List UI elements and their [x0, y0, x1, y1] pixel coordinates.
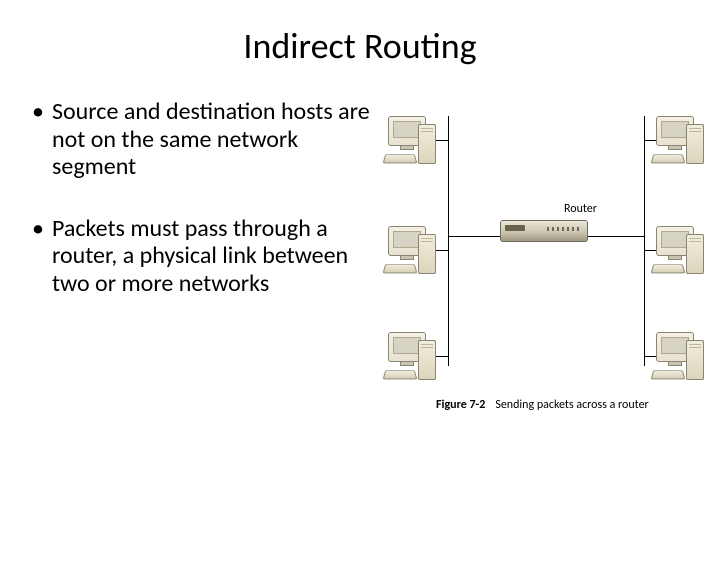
figure-number: Figure 7-2 [436, 398, 485, 412]
computer-icon [650, 332, 706, 386]
figure-caption-text: Sending packets across a router [495, 398, 648, 412]
figure-caption: Figure 7-2 Sending packets across a route… [436, 398, 649, 412]
bullet-list: Source and destination hosts are not on … [32, 98, 382, 438]
router-icon [500, 220, 588, 242]
router-label: Router [564, 202, 597, 216]
content-row: Source and destination hosts are not on … [0, 98, 720, 438]
computer-icon [382, 332, 438, 386]
network-line [588, 236, 644, 237]
computer-icon [382, 116, 438, 170]
network-diagram: Router Figure 7-2 Sending packets across a… [382, 98, 696, 438]
network-line [644, 116, 645, 366]
network-line [448, 116, 449, 366]
network-line [448, 236, 500, 237]
bullet-item: Source and destination hosts are not on … [32, 98, 372, 181]
computer-icon [382, 226, 438, 280]
computer-icon [650, 116, 706, 170]
slide-title: Indirect Routing [0, 24, 720, 68]
computer-icon [650, 226, 706, 280]
bullet-item: Packets must pass through a router, a ph… [32, 215, 372, 298]
